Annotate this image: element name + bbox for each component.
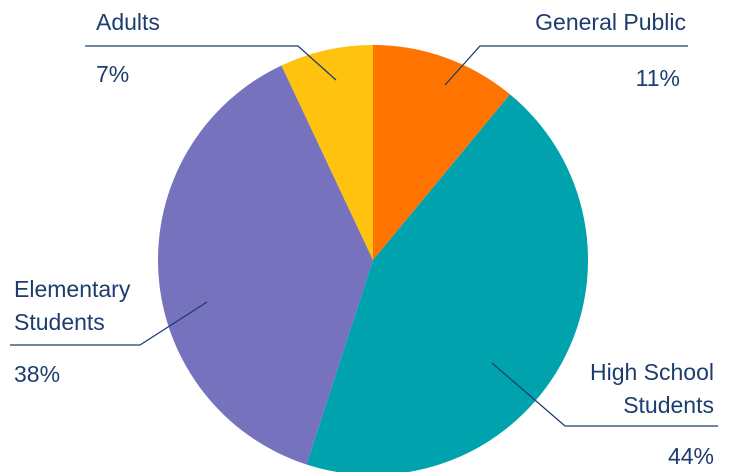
leader-general-public xyxy=(444,45,688,86)
value-elementary-students: 38% xyxy=(14,361,60,387)
label-adults: Adults xyxy=(96,9,160,35)
value-adults: 7% xyxy=(96,61,129,87)
label-elementary-line1: Elementary xyxy=(14,276,131,302)
value-high-school-students: 44% xyxy=(668,443,714,469)
slice-adults xyxy=(281,45,373,260)
label-high-school-line1: High School xyxy=(590,359,714,385)
slice-labels: Adults 7% General Public 11% Elementary … xyxy=(14,9,714,469)
value-general-public: 11% xyxy=(636,65,680,91)
slice-general-public xyxy=(373,45,511,260)
leader-lines xyxy=(10,45,718,427)
leader-elementary-students xyxy=(10,301,208,346)
label-general-public: General Public xyxy=(535,9,686,35)
label-elementary-line2: Students xyxy=(14,309,105,335)
slice-elementary-students xyxy=(157,65,373,465)
leader-high-school-students xyxy=(491,362,718,427)
label-high-school-line2: Students xyxy=(623,392,714,418)
pie-slices xyxy=(157,45,588,472)
slice-high-school-students xyxy=(306,94,588,472)
leader-adults xyxy=(85,45,337,81)
